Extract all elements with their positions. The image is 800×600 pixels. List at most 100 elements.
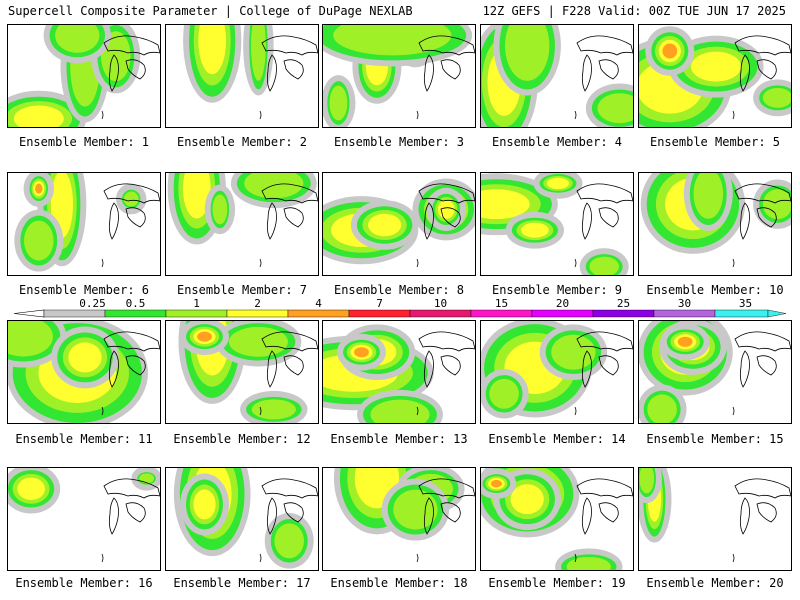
colorbar-segment — [470, 309, 533, 318]
ensemble-member-map — [638, 467, 792, 571]
run-valid-time: 12Z GEFS | F228 Valid: 00Z TUE JUN 17 20… — [482, 4, 786, 18]
scp-contour-fill — [551, 334, 596, 370]
great-lakes-outline — [261, 35, 318, 92]
ensemble-member-map — [165, 24, 319, 128]
scp-contour-fill — [354, 347, 369, 358]
map-line-feature — [574, 110, 577, 120]
scp-contour-fill — [228, 326, 288, 357]
scp-contour-fill — [139, 473, 154, 484]
scp-contour-fill — [274, 523, 304, 559]
ensemble-member-map — [7, 467, 161, 571]
colorbar-left-arrow — [13, 309, 45, 318]
scp-field-map — [323, 25, 475, 127]
map-line-feature — [259, 258, 262, 268]
scp-contour-fill — [762, 189, 791, 220]
great-lakes-outline — [418, 183, 475, 240]
ensemble-member-map — [322, 24, 476, 128]
map-line-feature — [732, 406, 735, 416]
ensemble-member-label: Ensemble Member: 9 — [491, 283, 623, 297]
map-line-feature — [732, 110, 735, 120]
great-lakes-outline — [576, 331, 633, 388]
colorbar-segment — [43, 309, 106, 318]
scp-contour-fill — [437, 200, 455, 219]
map-line-feature — [416, 110, 419, 120]
ensemble-member-label: Ensemble Member: 17 — [173, 576, 311, 590]
scp-contour-fill — [251, 25, 266, 81]
ensemble-member-map — [7, 320, 161, 424]
colorbar-segment — [165, 309, 228, 318]
ensemble-member-label: Ensemble Member: 8 — [333, 283, 465, 297]
color-scale-legend: 0.25 0.5 1 2 4 7 10 15 20 25 30 35 — [13, 297, 787, 318]
colorbar-segment — [409, 309, 472, 318]
scp-contour-fill — [329, 85, 348, 121]
scp-field-map — [8, 25, 160, 127]
map-line-feature — [574, 258, 577, 268]
scp-field-map — [333, 468, 475, 563]
ensemble-member-map — [638, 172, 792, 276]
colorbar-tick-label: 2 — [254, 297, 261, 310]
scp-contour-fill — [693, 173, 724, 219]
ensemble-member-map — [638, 320, 792, 424]
great-lakes-outline — [418, 35, 475, 92]
scp-contour-fill — [662, 43, 678, 59]
scp-contour-fill — [370, 399, 430, 423]
scp-contour-fill — [597, 93, 633, 124]
scp-contour-fill — [123, 191, 139, 207]
ensemble-member-map — [165, 467, 319, 571]
ensemble-member-label: Ensemble Member: 12 — [173, 432, 311, 446]
ensemble-member-label: Ensemble Member: 4 — [491, 135, 623, 149]
map-line-feature — [416, 553, 419, 563]
great-lakes-outline — [261, 331, 318, 388]
colorbar-segment — [714, 309, 769, 318]
great-lakes-outline — [734, 331, 791, 388]
map-line-feature — [101, 258, 104, 268]
map-line-feature — [101, 553, 104, 563]
scp-contour-fill — [55, 25, 100, 53]
map-line-feature — [416, 258, 419, 268]
colorbar-segment — [226, 309, 289, 318]
ensemble-member-label: Ensemble Member: 14 — [488, 432, 626, 446]
map-line-feature — [259, 406, 262, 416]
great-lakes-outline — [576, 478, 633, 535]
scp-field-map — [173, 468, 318, 569]
ensemble-member-label: Ensemble Member: 15 — [646, 432, 784, 446]
scp-contour-fill — [8, 321, 53, 357]
ensemble-member-map — [165, 320, 319, 424]
scp-field-map — [640, 173, 791, 268]
great-lakes-outline — [103, 331, 160, 388]
scp-contour-fill — [367, 213, 402, 237]
scp-field-map — [481, 173, 633, 275]
ensemble-member-label: Ensemble Member: 1 — [18, 135, 150, 149]
scp-field-map — [481, 25, 633, 127]
ensemble-member-label: Ensemble Member: 18 — [330, 576, 468, 590]
ensemble-member-map — [165, 172, 319, 276]
great-lakes-outline — [576, 183, 633, 240]
scp-contour-fill — [13, 105, 64, 127]
colorbar-segment — [348, 309, 411, 318]
scp-contour-fill — [521, 222, 549, 238]
ensemble-member-map — [322, 172, 476, 276]
ensemble-member-label: Ensemble Member: 3 — [333, 135, 465, 149]
scp-field-map — [639, 26, 791, 127]
ensemble-member-map — [7, 24, 161, 128]
scp-field-map — [639, 321, 791, 423]
colorbar-segment — [104, 309, 167, 318]
ensemble-member-label: Ensemble Member: 2 — [176, 135, 308, 149]
scp-contour-fill — [393, 489, 438, 530]
great-lakes-outline — [103, 478, 160, 535]
colorbar-segment — [592, 309, 655, 318]
scp-contour-fill — [546, 177, 570, 190]
colorbar-tick-label: 25 — [617, 297, 630, 310]
great-lakes-outline — [261, 183, 318, 240]
ensemble-member-label: Ensemble Member: 5 — [649, 135, 781, 149]
scp-field-map — [8, 321, 160, 423]
colorbar-tick-label: 1 — [193, 297, 200, 310]
scp-contour-fill — [17, 477, 45, 501]
scp-contour-fill — [251, 399, 296, 420]
colorbar-right-arrow — [767, 309, 787, 318]
map-line-feature — [574, 406, 577, 416]
scp-contour-fill — [198, 25, 227, 75]
scp-contour-fill — [244, 173, 304, 199]
colorbar-segment — [531, 309, 594, 318]
ensemble-member-label: Ensemble Member: 11 — [15, 432, 153, 446]
